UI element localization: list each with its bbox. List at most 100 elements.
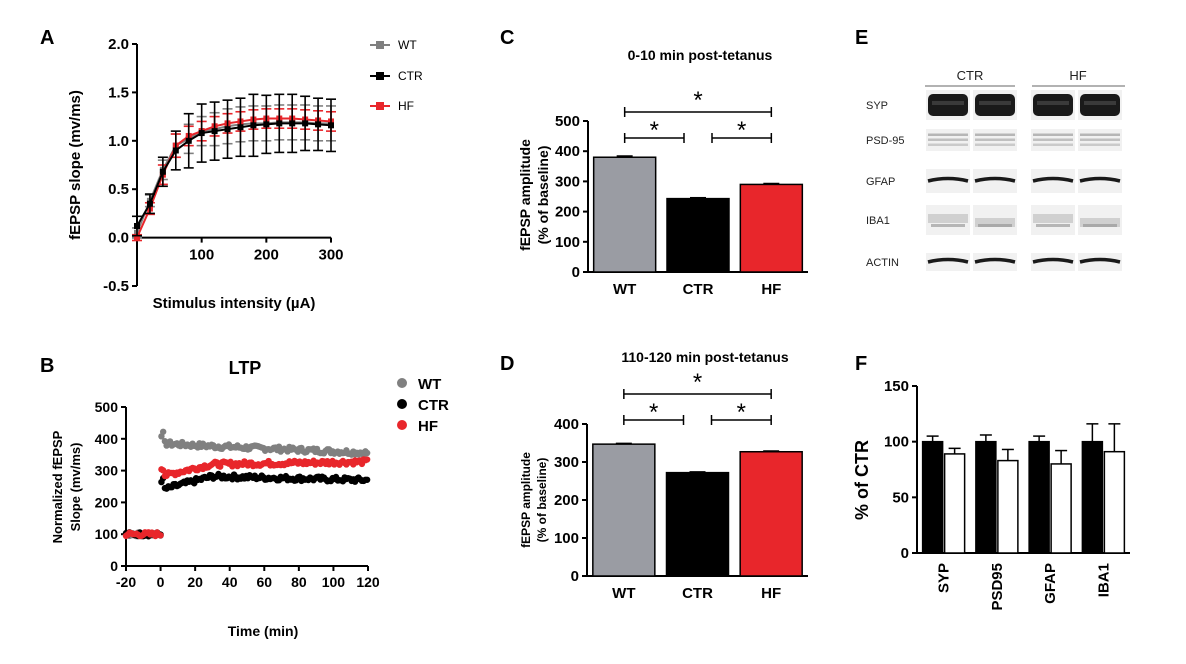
panel-b-xtick-label: 0	[157, 574, 165, 590]
panel-c-bar-chart: 0-10 min post-tetanus fEPSP amplitude (%…	[517, 47, 808, 298]
panel-c-category-label: CTR	[683, 281, 714, 298]
panel-c-ylabel-line1: fEPSP amplitude	[517, 139, 533, 251]
blot-band-highlight	[979, 101, 1011, 105]
panel-d-ytick-label: 200	[554, 492, 579, 509]
panel-d-ytick-label: 100	[554, 530, 579, 547]
panel-c-ytick-label: 200	[555, 204, 580, 221]
panel-label-c: C	[500, 27, 514, 49]
panel-a-point-ctr	[315, 121, 322, 128]
panel-a-point-ctr	[263, 121, 270, 128]
panel-label-b: B	[40, 355, 54, 377]
panel-f-bar-ctr-gfap	[1028, 440, 1050, 554]
panel-c-sig-star: *	[693, 87, 702, 114]
blot-band	[928, 133, 968, 136]
panel-a-line-chart: Stimulus intensity (µA) fEPSP slope (mv/…	[67, 36, 423, 312]
panel-a-ytick-label: -0.5	[103, 278, 129, 295]
blot-band	[974, 257, 1016, 264]
panel-b-ltp-chart: LTP Time (min) Normalized fEPSP Slope (m…	[50, 358, 449, 639]
legend-item-hf: HF	[370, 99, 414, 113]
legend-b-label-hf: HF	[418, 418, 438, 435]
panel-b-ylabel-line1: Normalized fEPSP	[50, 430, 65, 543]
panel-b-xtick-label: -20	[116, 574, 136, 590]
panel-a-ytick-label: 1.0	[108, 133, 129, 150]
panel-f-bar-hf-syp	[943, 453, 966, 554]
panel-a-point-ctr	[289, 120, 296, 127]
panel-label-e: E	[855, 27, 868, 49]
panel-e-western-blot: CTR HF SYP PSD-95 GFAP IBA1 ACTIN	[866, 68, 1125, 271]
blot-group-hf: HF	[1069, 68, 1086, 83]
panel-a-point-ctr	[185, 137, 192, 144]
panel-f-ylabel: % of CTR	[852, 440, 872, 520]
panel-d-bar-wt	[592, 443, 656, 577]
panel-b-ytick-label: 500	[95, 399, 119, 415]
blot-band	[931, 224, 965, 227]
panel-d-ytick-label: 0	[571, 568, 579, 585]
blot-row-label: ACTIN	[866, 257, 899, 269]
panel-b-xtick-label: 120	[356, 574, 380, 590]
panel-f-bar-ctr-iba1	[1081, 440, 1104, 554]
panel-b-xlabel: Time (min)	[228, 623, 299, 639]
blot-band	[1033, 214, 1073, 223]
blot-band	[1080, 218, 1120, 227]
blot-band	[927, 176, 969, 183]
panel-d-bar-hf	[739, 450, 803, 577]
blot-band	[1033, 133, 1073, 136]
panel-d-bar-ctr	[665, 471, 730, 577]
blot-band	[1083, 224, 1117, 227]
panel-b-legend: WT CTR HF	[397, 376, 449, 435]
panel-d-ylabel-line1: fEPSP amplitude	[519, 452, 533, 548]
panel-a-legend: WT CTR HF	[370, 38, 423, 113]
panel-a-ytick-label: 0.0	[108, 230, 129, 247]
panel-a-point-ctr	[198, 130, 205, 137]
panel-d-sig-star: *	[737, 399, 746, 426]
blot-band	[975, 138, 1015, 141]
panel-c-ylabel-line2: (% of baseline)	[535, 146, 551, 245]
panel-d-sig-star: *	[649, 399, 658, 426]
panel-a-xlabel: Stimulus intensity (µA)	[153, 295, 316, 312]
panel-d-category-label: WT	[612, 585, 635, 602]
legend-label-ctr: CTR	[398, 69, 423, 83]
blot-band	[928, 138, 968, 141]
blot-lane-background	[1078, 253, 1122, 271]
panel-a-xtick-label: 100	[189, 247, 214, 264]
panel-label-d: D	[500, 353, 514, 375]
panel-a-point-ctr	[302, 120, 309, 127]
panel-c-category-label: HF	[761, 281, 781, 298]
panel-f-ytick-label: 0	[901, 545, 909, 562]
panel-d-ytick-label: 400	[554, 416, 579, 433]
panel-b-xtick-label: 80	[291, 574, 307, 590]
legend-b-item-hf: HF	[397, 418, 438, 435]
panel-c-title: 0-10 min post-tetanus	[628, 47, 773, 63]
panel-a-ytick-label: 2.0	[108, 36, 129, 53]
blot-group-ctr: CTR	[957, 68, 984, 83]
panel-b-ytick-label: 0	[110, 558, 118, 574]
panel-f-ytick-label: 150	[884, 378, 909, 395]
blot-band	[1032, 257, 1074, 264]
legend-item-wt: WT	[370, 38, 417, 52]
panel-c-sig-star: *	[737, 117, 746, 144]
panel-a-ytick-label: 1.5	[108, 84, 129, 101]
panel-c-category-label: WT	[613, 281, 636, 298]
panel-d-bar-chart: 110-120 min post-tetanus fEPSP amplitude…	[519, 349, 808, 602]
panel-c-ytick-label: 300	[555, 173, 580, 190]
blot-band	[975, 133, 1015, 136]
panel-a-point-ctr	[146, 200, 153, 207]
panel-c-bar-ctr	[666, 197, 730, 273]
panel-b-xtick-label: 100	[322, 574, 346, 590]
legend-item-ctr: CTR	[370, 69, 423, 83]
panel-f-bar-hf-psd95	[997, 459, 1019, 554]
blot-row-label: PSD-95	[866, 135, 905, 147]
panel-f-bar-hf-gfap	[1050, 463, 1072, 554]
legend-b-label-wt: WT	[418, 376, 441, 393]
panel-f-category-label: PSD95	[989, 563, 1006, 611]
panel-a-point-ctr	[134, 222, 140, 229]
blot-row-label: GFAP	[866, 176, 895, 188]
panel-f-bar-chart: % of CTR 0 50 100 150 SYP PSD95 GFAP IBA1	[852, 378, 1130, 611]
blot-band	[1032, 176, 1074, 183]
blot-band	[928, 143, 968, 146]
blot-band	[928, 214, 968, 223]
panel-a-point-ctr	[237, 124, 244, 131]
panel-a-series-line-hf	[136, 117, 332, 239]
panel-b-ytick-label: 100	[95, 526, 119, 542]
